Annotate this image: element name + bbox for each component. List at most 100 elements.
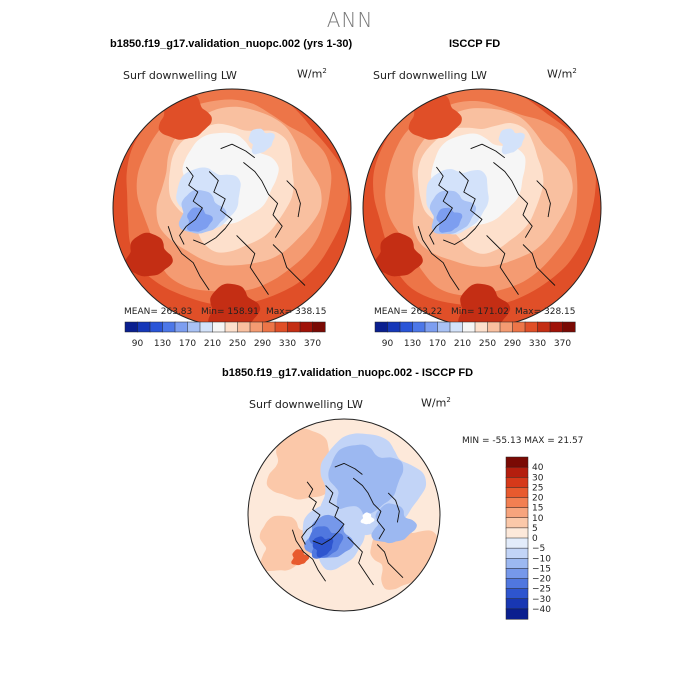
colorbar-tick-label: 25 (532, 483, 543, 493)
coastline-6 (334, 462, 363, 475)
panel-3-units-label: W/m2 (421, 396, 451, 410)
coastline-3 (417, 226, 460, 291)
colorbar-tick-label: 330 (279, 339, 296, 349)
contour-region-4 (328, 444, 404, 518)
colorbar-tick-label: −40 (532, 605, 551, 615)
coastline-5 (272, 244, 306, 286)
coastline-7 (286, 180, 301, 218)
coastline-1 (443, 171, 483, 245)
contour-region-9 (208, 283, 261, 327)
coastline-3 (291, 529, 326, 582)
colorbar-swatch-8 (224, 321, 239, 333)
colorbar-tick-label: 210 (454, 339, 471, 349)
contour-region-8 (248, 128, 275, 155)
colorbar-tick-label: −10 (532, 554, 551, 564)
coastlines (417, 143, 556, 295)
colorbar-tick-label: −30 (532, 595, 551, 605)
colorbar-swatch-12 (505, 578, 529, 590)
colorbar-swatch-4 (505, 497, 529, 509)
panel-2-polar-map (362, 88, 602, 328)
contour-region-9 (458, 283, 511, 327)
contour-region-10 (124, 232, 173, 277)
coastline-0 (179, 166, 203, 245)
panel-3-variable-label: Surf downwelling LW (249, 398, 363, 411)
colorbar-swatch-11 (505, 568, 529, 580)
panel-3-minmax-stat: MIN = -55.13 MAX = 21.57 (462, 436, 584, 446)
coastline-0 (429, 166, 453, 245)
panel-2-units-label: W/m2 (547, 67, 577, 81)
colorbar-ticks: 90 130 170 210 250 290 330 370 (382, 339, 572, 349)
colorbar-swatch-7 (462, 321, 476, 333)
colorbar-swatch-4 (424, 321, 439, 333)
contour-region-9 (312, 536, 334, 558)
colorbar-tick-label: −20 (532, 575, 551, 585)
colorbar-swatch-10 (499, 321, 514, 333)
colorbar-tick-label: 0 (532, 534, 538, 544)
colorbar-swatch-13 (537, 321, 551, 333)
coastline-1 (312, 485, 345, 545)
map-field (113, 89, 351, 327)
contour-region-8 (498, 128, 525, 155)
colorbar-tick-label: 90 (382, 339, 394, 349)
colorbar-swatch-3 (505, 487, 529, 499)
colorbar-swatch-6 (505, 517, 529, 529)
coastline-5 (522, 244, 556, 286)
coastlines (291, 462, 404, 586)
panel-1-polar-map (112, 88, 352, 328)
colorbar-swatch-14 (299, 321, 314, 333)
coastline-7 (387, 492, 400, 523)
colorbar-swatch-0 (374, 321, 389, 333)
panel-1-variable-label: Surf downwelling LW (123, 69, 237, 82)
colorbar-swatch-1 (387, 321, 401, 333)
colorbar-tick-label: 130 (404, 339, 421, 349)
contour-region-7 (186, 207, 213, 232)
colorbar-tick-label: 250 (479, 339, 496, 349)
colorbar-tick-label: 290 (504, 339, 521, 349)
colorbar-tick-label: 170 (179, 339, 196, 349)
colorbar-swatch-15 (505, 608, 529, 620)
colorbar-swatch-3 (412, 321, 426, 333)
panel-1-units-label: W/m2 (297, 67, 327, 81)
coastline-4 (486, 235, 519, 295)
colorbar-tick-label: 370 (554, 339, 571, 349)
colorbar-swatch-3 (162, 321, 176, 333)
colorbar-swatch-5 (437, 321, 451, 333)
panel-2-colorbar: 90 130 170 210 250 290 330 370 (374, 321, 576, 349)
coastline-6 (220, 143, 256, 159)
panel-1-mean-stat: MEAN= 263.83 (124, 307, 193, 317)
colorbar-swatch-10 (249, 321, 264, 333)
colorbar-tick-label: 40 (532, 463, 544, 473)
map-field (363, 89, 601, 327)
panel-1-colorbar: 90 130 170 210 250 290 330 370 (124, 321, 326, 349)
colorbar-tick-label: 170 (429, 339, 446, 349)
colorbar-tick-label: 330 (529, 339, 546, 349)
colorbar-swatch-0 (124, 321, 139, 333)
colorbar-swatch-4 (174, 321, 189, 333)
map-field (248, 419, 440, 611)
colorbar-swatch-6 (199, 321, 214, 333)
colorbar-swatch-8 (505, 537, 529, 549)
coastline-4 (347, 536, 374, 586)
colorbar-tick-label: 90 (132, 339, 144, 349)
page-title: ANN (326, 8, 374, 32)
coastlines (167, 143, 306, 295)
colorbar-ticks: 90 130 170 210 250 290 330 370 (132, 339, 322, 349)
coastline-4 (236, 235, 269, 295)
colorbar-swatch-14 (505, 598, 529, 610)
colorbar-swatch-13 (287, 321, 301, 333)
colorbar-swatch-15 (312, 321, 326, 333)
colorbar-tick-label: 370 (304, 339, 321, 349)
colorbar-swatch-2 (399, 321, 414, 333)
colorbar-swatch-2 (149, 321, 164, 333)
colorbar-swatch-9 (237, 321, 251, 333)
contour-region-10 (291, 549, 310, 566)
coastline-2 (352, 477, 385, 540)
colorbar-tick-label: −5 (532, 544, 545, 554)
colorbar-tick-label: 10 (532, 514, 544, 524)
colorbar-tick-label: −25 (532, 585, 551, 595)
colorbar-swatch-11 (262, 321, 276, 333)
panel-1-max-stat: Max= 338.15 (266, 307, 327, 317)
panel-1-min-stat: Min= 158.91 (201, 307, 259, 317)
